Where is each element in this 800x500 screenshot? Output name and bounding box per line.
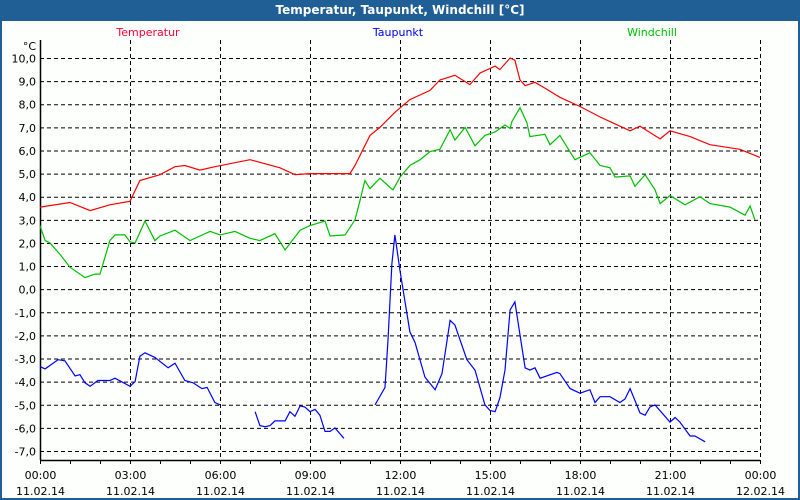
legend-windchill: Windchill bbox=[627, 26, 677, 39]
series-line-temperatur bbox=[39, 57, 761, 212]
x-tick-time: 09:00 bbox=[295, 469, 327, 482]
y-tick-label: 3,0 bbox=[19, 214, 37, 227]
y-tick-label: -5,0 bbox=[15, 399, 36, 412]
x-tick-date: 11.02.14 bbox=[646, 485, 695, 498]
y-tick-label: -1,0 bbox=[15, 307, 36, 320]
x-tick-time: 03:00 bbox=[115, 469, 147, 482]
y-tick-label: -6,0 bbox=[15, 422, 36, 435]
y-axis-unit: °C bbox=[23, 40, 37, 53]
legend-temperatur: Temperatur bbox=[115, 26, 180, 39]
y-tick-label: 6,0 bbox=[19, 145, 37, 158]
x-tick-date: 11.02.14 bbox=[196, 485, 245, 498]
y-tick-label: -3,0 bbox=[15, 353, 36, 366]
y-tick-label: -7,0 bbox=[15, 446, 36, 459]
x-tick-date: 11.02.14 bbox=[556, 485, 605, 498]
x-tick-time: 21:00 bbox=[655, 469, 687, 482]
window-title: Temperatur, Taupunkt, Windchill [°C] bbox=[275, 3, 525, 17]
x-tick-date: 11.02.14 bbox=[16, 485, 65, 498]
y-tick-label: 5,0 bbox=[19, 168, 37, 181]
y-tick-label: 7,0 bbox=[19, 122, 37, 135]
y-tick-label: -2,0 bbox=[15, 330, 36, 343]
x-tick-time: 00:00 bbox=[25, 469, 57, 482]
y-tick-label: 4,0 bbox=[19, 191, 37, 204]
y-tick-label: 1,0 bbox=[19, 261, 37, 274]
x-tick-time: 15:00 bbox=[475, 469, 507, 482]
x-tick-date: 11.02.14 bbox=[466, 485, 515, 498]
y-tick-label: 8,0 bbox=[19, 99, 37, 112]
y-tick-label: 9,0 bbox=[19, 76, 37, 89]
legend-taupunkt: Taupunkt bbox=[372, 26, 424, 39]
y-tick-label: 10,0 bbox=[12, 53, 37, 66]
x-tick-date: 12.02.14 bbox=[736, 485, 785, 498]
y-tick-label: 0,0 bbox=[19, 284, 37, 297]
y-tick-label: 2,0 bbox=[19, 237, 37, 250]
y-tick-label: -4,0 bbox=[15, 376, 36, 389]
x-tick-date: 11.02.14 bbox=[106, 485, 155, 498]
x-tick-time: 18:00 bbox=[565, 469, 597, 482]
x-tick-date: 11.02.14 bbox=[286, 485, 335, 498]
x-tick-time: 06:00 bbox=[205, 469, 237, 482]
x-tick-time: 12:00 bbox=[385, 469, 417, 482]
series-line-windchill bbox=[39, 106, 756, 279]
x-tick-date: 11.02.14 bbox=[376, 485, 425, 498]
x-tick-time: 00:00 bbox=[745, 469, 777, 482]
series-line-taupunkt bbox=[39, 234, 706, 443]
